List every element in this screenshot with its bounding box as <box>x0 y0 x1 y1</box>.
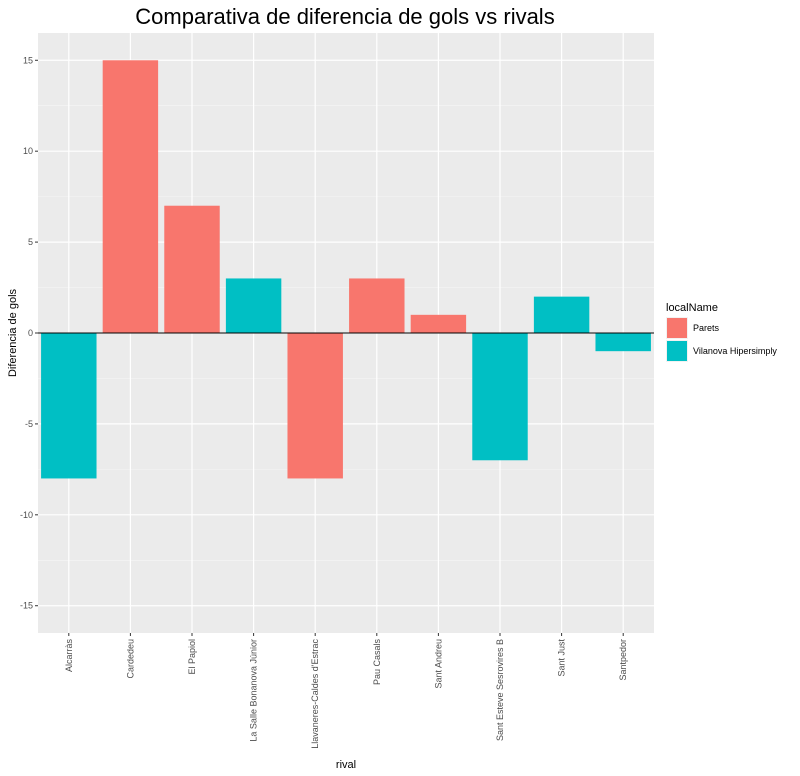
y-axis-title: Diferencia de gols <box>7 288 19 377</box>
x-tick-label: Pau Casals <box>372 639 382 686</box>
y-tick-label: 10 <box>23 146 33 156</box>
legend-key <box>667 341 687 361</box>
y-tick-label: 0 <box>28 328 33 338</box>
x-tick-label: Sant Andreu <box>433 639 443 689</box>
y-tick-label: -10 <box>20 510 33 520</box>
x-tick-label: Santpedor <box>618 639 628 681</box>
legend: localName Parets Vilanova Hipersimply <box>666 302 777 362</box>
x-axis: Alcarràs Cardedeu El Papiol La Salle Bonano… <box>64 633 628 749</box>
x-tick-label: La Salle Bonanova Júnior <box>249 639 259 742</box>
bar-4 <box>287 333 343 479</box>
bar-9 <box>595 333 651 352</box>
x-tick-label: Cardedeu <box>125 639 135 679</box>
y-tick-label: -15 <box>20 601 33 611</box>
x-tick-label: Alcarràs <box>64 639 74 673</box>
y-tick-label: -5 <box>25 419 33 429</box>
bar-5 <box>349 278 405 333</box>
legend-label: Parets <box>693 323 720 333</box>
bar-6 <box>410 314 467 333</box>
bar-1 <box>102 60 159 333</box>
legend-label: Vilanova Hipersimply <box>693 346 777 356</box>
y-tick-label: 5 <box>28 237 33 247</box>
bar-3 <box>225 278 282 333</box>
bar-0 <box>41 333 97 479</box>
bar-7 <box>472 333 528 461</box>
legend-title: localName <box>666 302 718 314</box>
y-axis: -15 -10 -5 0 5 10 15 <box>20 55 38 611</box>
x-tick-label: Sant Esteve Sesrovires B <box>495 639 505 741</box>
bar-8 <box>533 296 590 333</box>
y-tick-label: 15 <box>23 55 33 65</box>
x-axis-title: rival <box>336 759 356 771</box>
x-tick-label: El Papiol <box>187 639 197 675</box>
legend-key <box>667 318 687 338</box>
x-tick-label: Llavaneres-Caldes d'Estrac <box>310 639 320 749</box>
bars <box>41 60 651 479</box>
x-tick-label: Sant Just <box>557 639 567 677</box>
bar-2 <box>164 205 220 333</box>
chart-title: Comparativa de diferencia de gols vs riv… <box>135 4 554 29</box>
